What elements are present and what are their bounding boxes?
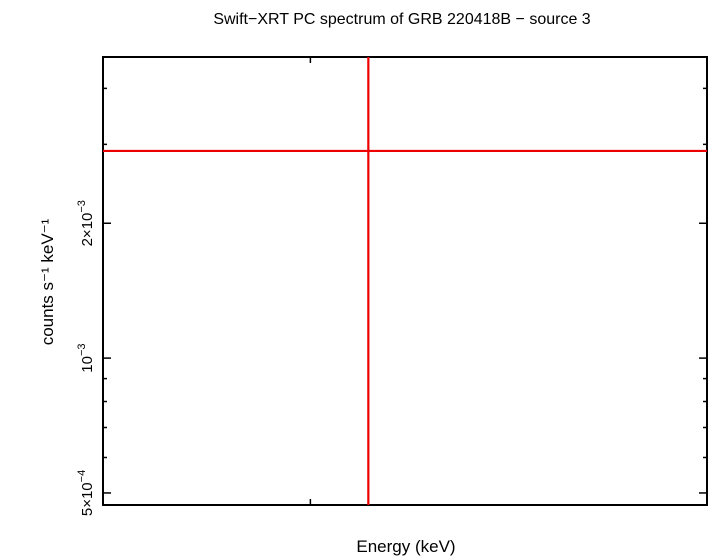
y-tick-label: 10−3	[76, 343, 96, 372]
plot-frame	[102, 56, 708, 506]
y-axis-label: counts s⁻¹ keV⁻¹	[38, 218, 57, 345]
y-tick-labels: 5×10−4 10−3 2×10−3	[76, 200, 96, 516]
data-marks	[103, 57, 707, 505]
y-tick-label: 5×10−4	[76, 470, 96, 516]
chart-title: Swift−XRT PC spectrum of GRB 220418B − s…	[213, 11, 590, 28]
x-axis-label: Energy (keV)	[356, 537, 455, 556]
axis-ticks	[103, 57, 707, 505]
y-tick-label: 2×10−3	[76, 200, 96, 246]
